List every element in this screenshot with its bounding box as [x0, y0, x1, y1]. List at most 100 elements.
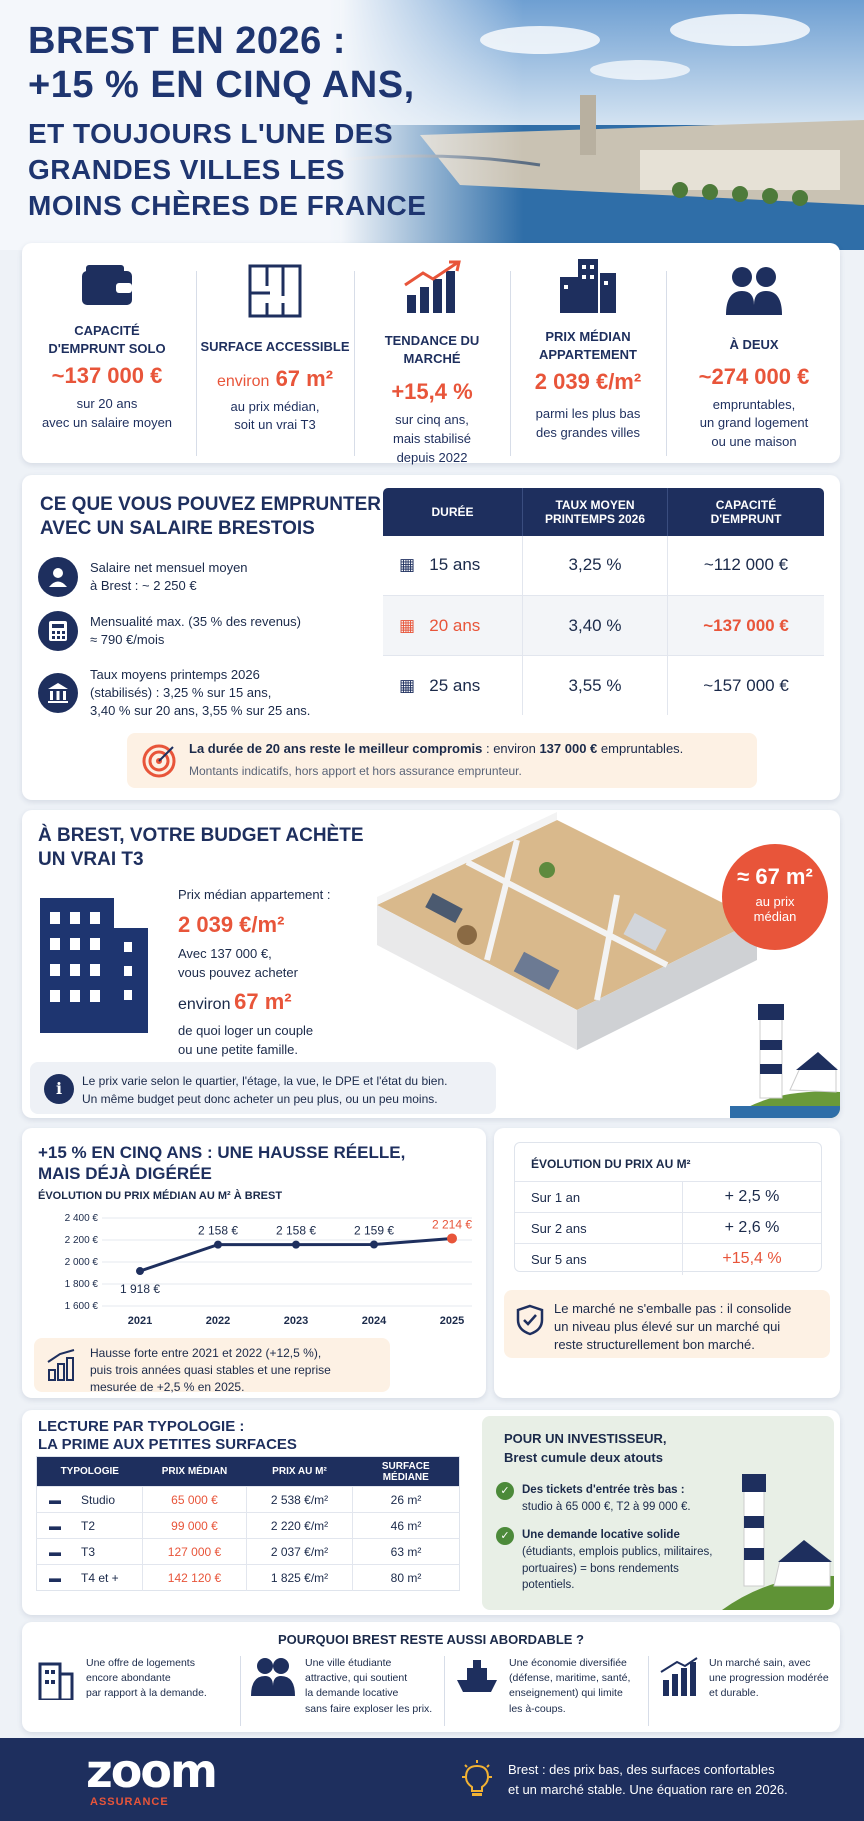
table-row: ▦ 15 ans 3,25 % ~112 000 € — [383, 535, 824, 596]
table-header: TYPOLOGIE PRIX MÉDIAN PRIX AU M² SURFACE… — [36, 1456, 460, 1487]
target-icon — [142, 744, 176, 778]
t3-line: Prix médian appartement : — [178, 887, 331, 902]
borrow-note: La durée de 20 ans reste le meilleur com… — [127, 733, 757, 788]
kpi-surface: SURFACE ACCESSIBLE environ 67 m² au prix… — [198, 243, 352, 463]
data-point — [214, 1240, 222, 1249]
kpi-value: 2 039 €/m² — [534, 369, 642, 395]
building-icon — [36, 1656, 76, 1726]
advantage-text: potentiels. — [522, 1579, 575, 1592]
floorplan-3d-image — [377, 812, 757, 1050]
kpi-sub: sur 20 ans — [76, 396, 138, 412]
cell: Sur 5 ans — [531, 1251, 587, 1267]
t3-line: de quoi loger un couple — [178, 1023, 314, 1039]
hero-banner: BREST EN 2026 : +15 % EN CINQ ANS, ET TO… — [0, 0, 864, 250]
t3-price: 2 039 €/m² — [178, 911, 285, 937]
couple-icon — [726, 267, 782, 315]
fact-text: Salaire net mensuel moyen — [90, 559, 248, 575]
kpi-label: SURFACE ACCESSIBLE — [200, 339, 350, 354]
borrow-section: CE QUE VOUS POUVEZ EMPRUNTER AVEC UN SAL… — [22, 475, 840, 800]
why-text: sans faire exploser les prix. — [305, 1702, 433, 1715]
bank-icon — [38, 673, 78, 713]
lighthouse-image — [730, 1004, 840, 1118]
cell: Sur 2 ans — [531, 1220, 587, 1236]
note-text: Hausse forte entre 2021 et 2022 (+12,5 %… — [90, 1346, 322, 1360]
section-title: POURQUOI BREST RESTE AUSSI ABORDABLE ? — [277, 1632, 584, 1647]
evolution-table-box: ÉVOLUTION DU PRIX AU M² Sur 1 an + 2,5 % … — [514, 1142, 822, 1275]
advantage-title: Une demande locative solide — [522, 1529, 680, 1542]
cell: 25 ans — [429, 675, 481, 695]
table-row-highlight: ▦ 20 ans 3,40 % ~137 000 € — [383, 595, 824, 656]
cell: + 2,5 % — [682, 1181, 821, 1213]
badge-text: au prix — [755, 894, 795, 909]
sofa-icon: ▬ — [49, 1492, 61, 1507]
cell: +15,4 % — [682, 1243, 821, 1275]
cell: 80 m² — [352, 1564, 460, 1591]
cell: 3,40 % — [522, 595, 668, 656]
section-title: LECTURE PAR TYPOLOGIE : LA PRIME AUX PET… — [38, 1418, 297, 1454]
growth-chart-icon — [659, 1656, 699, 1726]
cell: Studio — [81, 1492, 116, 1507]
advantage-title: Des tickets d'entrée très bas : — [522, 1484, 685, 1496]
fact-item: Taux moyens printemps 2026 (stabilisés) :… — [38, 662, 328, 724]
cell: ~137 000 € — [667, 595, 824, 656]
section-title: +15 % EN CINQ ANS : UNE HAUSSE RÉELLE, M… — [38, 1142, 405, 1185]
kpi-value: ~137 000 € — [51, 363, 163, 389]
section-title-line: MAIS DÉJÀ DIGÉRÉE — [38, 1164, 212, 1184]
section-title-line: LA PRIME AUX PETITES SURFACES — [38, 1436, 297, 1453]
section-title-line: +15 % EN CINQ ANS : UNE HAUSSE RÉELLE, — [38, 1143, 406, 1162]
y-tick-label: 2 000 € — [65, 1257, 99, 1268]
kpi-sub: depuis 2022 — [396, 449, 468, 465]
check-icon: ✓ — [496, 1527, 514, 1546]
why-text: (défense, maritime, santé, — [509, 1672, 631, 1685]
evolution-chart-card: +15 % EN CINQ ANS : UNE HAUSSE RÉELLE, M… — [22, 1128, 486, 1398]
user-icon — [38, 557, 78, 597]
data-point — [292, 1240, 300, 1249]
cell: ~157 000 € — [667, 655, 824, 715]
why-text: les à-coups. — [509, 1702, 566, 1715]
table-row: ▬ T3 127 000 €2 037 €/m² 63 m² — [36, 1538, 460, 1565]
section-title-line: CE QUE VOUS POUVEZ EMPRUNTER — [40, 494, 381, 515]
why-text: par rapport à la demande. — [86, 1687, 207, 1700]
cell: 2 538 €/m² — [246, 1486, 353, 1513]
kpi-value-prefix: environ — [216, 372, 270, 390]
col-header: PRIX AU M² — [272, 1466, 327, 1477]
cell: Sur 1 an — [531, 1189, 581, 1205]
t3-line: environ — [178, 996, 231, 1014]
cell: T2 — [81, 1518, 96, 1533]
x-tick-label: 2025 — [440, 1315, 464, 1326]
data-label: 2 158 € — [198, 1224, 238, 1238]
check-icon: ✓ — [496, 1482, 514, 1500]
cell: ~112 000 € — [667, 535, 824, 596]
t3-surface: 67 m² — [234, 989, 292, 1015]
kpi-card: CAPACITÉ D'EMPRUNT SOLO ~137 000 € sur 2… — [22, 243, 840, 465]
advantage-text: studio à 65 000 €, T2 à 99 000 €. — [522, 1500, 691, 1513]
x-tick-label: 2023 — [284, 1315, 308, 1326]
price-line-chart: 2 400 € 2 200 € 2 000 € 1 800 € 1 600 € 1 918… — [65, 1213, 473, 1326]
kpi-sub: des grandes villes — [535, 424, 641, 440]
col-header: TYPOLOGIE — [60, 1466, 119, 1477]
kpi-sub: parmi les plus bas — [535, 406, 641, 422]
kpi-trend: TENDANCE DU MARCHÉ +15,4 % sur cinq ans,… — [356, 243, 508, 465]
why-text: Une ville étudiante — [305, 1657, 392, 1669]
buildings-icon — [560, 259, 616, 313]
calendar-icon: ▦ — [399, 555, 416, 575]
data-label: 2 159 € — [354, 1224, 394, 1238]
note-text: : environ — [482, 741, 540, 756]
cell: T4 et + — [81, 1570, 119, 1585]
col-header: DURÉE — [431, 504, 474, 519]
floorplan-icon — [248, 264, 302, 318]
y-tick-label: 1 600 € — [65, 1301, 99, 1312]
why-item: Une ville étudiante attractive, qui souti… — [240, 1656, 436, 1726]
section-title-line: UN VRAI T3 — [38, 848, 144, 870]
section-title: CE QUE VOUS POUVEZ EMPRUNTER AVEC UN SAL… — [40, 493, 381, 541]
shield-check-icon — [516, 1304, 544, 1336]
why-text: Une économie diversifiée — [509, 1657, 627, 1669]
why-text: attractive, qui soutient — [305, 1672, 408, 1685]
badge-value: ≈ 67 m² — [737, 864, 813, 889]
hero-title-line-5: MOINS CHÈRES DE FRANCE — [28, 190, 427, 221]
col-header: CAPACITÉ D'EMPRUNT — [667, 488, 824, 536]
data-point — [370, 1240, 378, 1249]
why-item: Un marché sain, avec une progression modé… — [648, 1656, 844, 1726]
sofa-icon: ▬ — [49, 1544, 61, 1559]
calculator-icon — [38, 611, 78, 651]
